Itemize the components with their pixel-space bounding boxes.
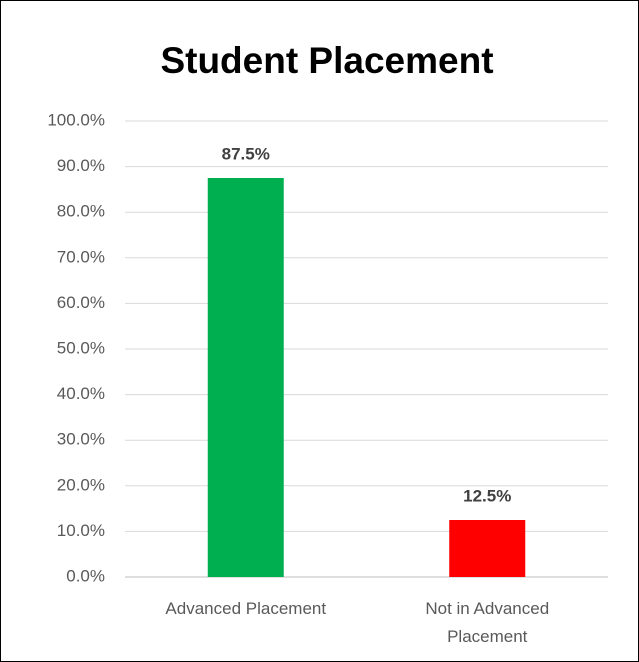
y-tick-label: 20.0% (57, 475, 105, 494)
y-tick-label: 40.0% (57, 384, 105, 403)
y-tick-label: 50.0% (57, 338, 105, 357)
chart-title: Student Placement (160, 40, 493, 81)
y-tick-label: 10.0% (57, 521, 105, 540)
y-tick-label: 60.0% (57, 293, 105, 312)
y-tick-label: 0.0% (66, 566, 105, 585)
x-tick-label: Not in Advanced Placement (425, 599, 550, 646)
y-tick-label: 90.0% (57, 156, 105, 175)
bar (207, 178, 284, 577)
x-tick-label: Advanced Placement (165, 599, 327, 618)
y-tick-label: 100.0% (47, 110, 105, 129)
data-label: 12.5% (463, 486, 511, 505)
data-label: 87.5% (222, 144, 270, 163)
y-tick-label: 30.0% (57, 430, 105, 449)
bar (449, 520, 526, 577)
y-tick-label: 80.0% (57, 202, 105, 221)
y-tick-label: 70.0% (57, 247, 105, 266)
